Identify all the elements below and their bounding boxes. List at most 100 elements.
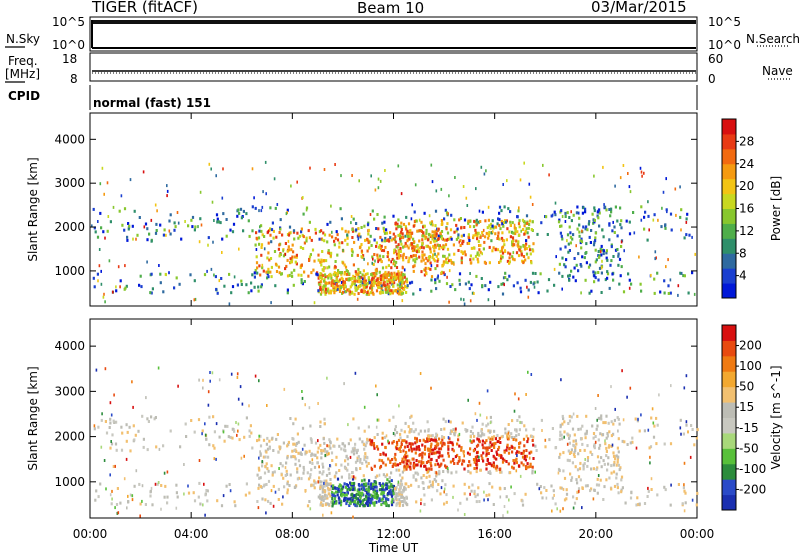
echo-cell [302,468,306,472]
echo-cell [373,464,376,468]
echo-cell [400,290,403,294]
echo-cell [441,438,444,442]
noise-cell [647,428,650,432]
echo-cell [522,463,525,467]
noise-cell [323,168,326,171]
echo-cell [155,445,158,449]
echo-cell [398,473,402,477]
noise-cell [363,257,365,261]
noise-cell [228,302,231,306]
echo-cell [323,273,327,277]
echo-cell [565,258,568,262]
echo-cell [505,460,508,463]
noise-cell [523,161,525,165]
echo-cell [253,275,256,279]
echo-cell [351,229,355,233]
echo-cell [381,431,384,435]
echo-cell [227,435,230,439]
echo-cell [558,437,561,441]
echo-cell [319,443,322,447]
echo-cell [525,247,528,250]
noise-cell [447,436,450,440]
echo-cell [146,238,149,242]
echo-cell [656,493,659,497]
noise-cell [233,275,236,279]
echo-cell [598,266,602,270]
echo-cell [414,478,417,482]
echo-cell [503,487,506,490]
echo-cell [187,491,191,495]
echo-cell [440,270,443,274]
echo-cell [387,498,390,502]
echo-cell [425,272,428,276]
echo-cell [469,447,472,451]
echo-cell [352,483,355,487]
noise-cell [506,179,508,183]
noise-cell [253,196,255,200]
echo-cell [585,429,588,433]
echo-cell [590,289,593,293]
echo-cell [585,225,588,229]
echo-cell [106,229,109,233]
echo-cell [488,230,491,234]
echo-cell [159,272,162,276]
noise-cell [641,174,643,178]
echo-cell [638,429,641,433]
echo-cell [425,228,428,232]
echo-cell [366,282,369,285]
echo-cell [265,450,268,454]
noise-cell [610,385,612,389]
echo-cell [355,228,358,232]
noise-cell [467,398,469,402]
echo-cell [560,433,563,437]
echo-cell [477,231,480,235]
echo-cell [430,438,433,442]
echo-cell [269,233,272,237]
echo-cell [696,428,699,432]
noise-cell [617,429,619,433]
noise-cell [533,285,536,289]
echo-cell [286,482,289,486]
echo-cell [457,438,460,442]
echo-cell [430,220,434,224]
echo-cell [669,212,673,216]
echo-cell [524,454,527,458]
echo-cell [474,228,477,232]
echo-cell [603,485,606,489]
echo-cell [522,228,525,231]
echo-cell [570,448,573,452]
echo-cell [600,253,603,257]
echo-cell [386,251,389,254]
echo-cell [150,239,153,243]
echo-cell [499,470,502,474]
echo-cell [327,492,330,496]
echo-cell [350,276,354,280]
echo-cell [384,463,387,467]
noise-cell [112,465,115,468]
echo-cell [437,442,440,446]
echo-cell [620,490,623,494]
echo-cell [191,215,195,219]
echo-cell [333,291,336,295]
echo-cell [486,446,489,450]
echo-cell [516,230,519,234]
echo-cell [244,493,247,497]
echo-cell [257,285,260,289]
noise-cell [669,278,672,282]
echo-cell [94,230,97,234]
echo-cell [358,232,361,236]
noise-cell [329,464,331,467]
echo-cell [498,218,501,222]
noise-cell [440,486,443,490]
echo-cell [424,440,427,444]
echo-cell [594,260,597,264]
echo-cell [426,244,429,248]
noise-cell [109,493,112,497]
echo-cell [420,476,423,480]
echo-cell [425,475,428,479]
echo-cell [525,454,528,458]
echo-cell [305,239,308,243]
echo-cell [422,481,425,485]
echo-cell [150,415,153,419]
echo-cell [406,459,409,463]
